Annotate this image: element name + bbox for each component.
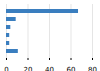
svg-text:40: 40: [45, 66, 54, 71]
svg-text:0: 0: [4, 66, 8, 71]
svg-text:80: 80: [88, 66, 97, 71]
svg-text:60: 60: [67, 66, 76, 71]
svg-text:20: 20: [24, 66, 33, 71]
